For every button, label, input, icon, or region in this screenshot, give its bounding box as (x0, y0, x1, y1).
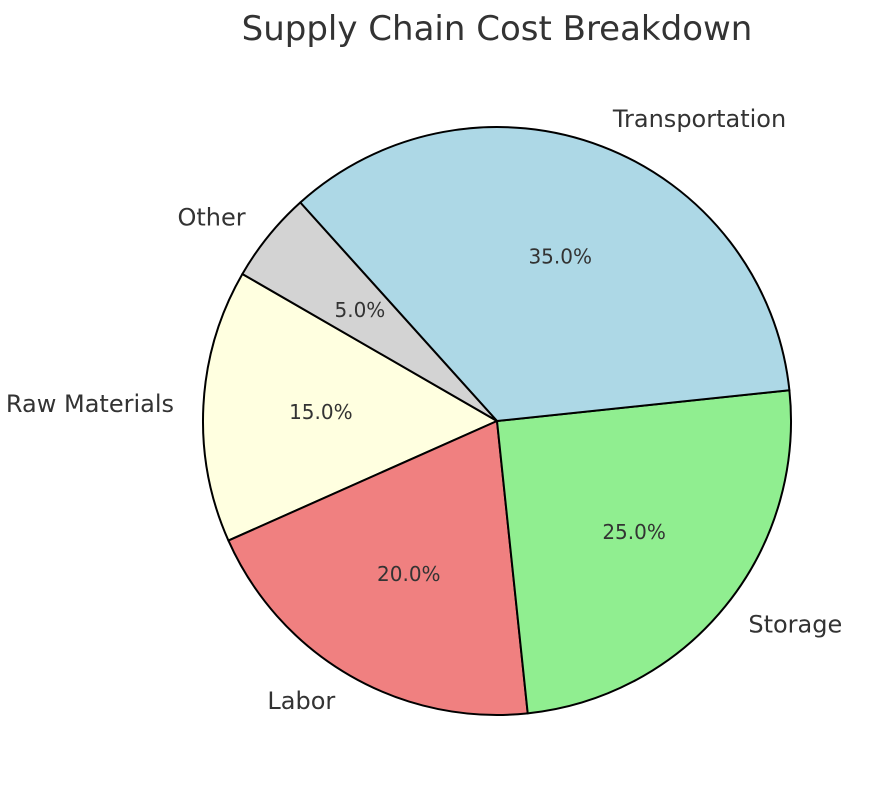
slice-percent-labor: 20.0% (377, 562, 441, 586)
slice-percent-other: 5.0% (335, 298, 386, 322)
pie-labels: Raw Materials 15.0% Labor 20.0% Storage 25.0%… (6, 105, 842, 715)
pie-slice-storage (496, 389, 792, 715)
slice-label-other: Other (178, 203, 246, 231)
pie-slice-transportation (299, 126, 791, 422)
slice-percent-storage: 25.0% (602, 520, 666, 544)
pie-slices (202, 126, 792, 716)
chart-title: Supply Chain Cost Breakdown (242, 9, 753, 49)
pie-slice-raw-materials (202, 273, 498, 542)
pie-slice-labor (227, 420, 529, 716)
pie-slice-other (241, 201, 498, 422)
slice-label-storage: Storage (748, 611, 842, 639)
slice-label-labor: Labor (267, 687, 335, 715)
slice-percent-transportation: 35.0% (528, 244, 592, 268)
slice-label-transportation: Transportation (612, 105, 786, 133)
slice-percent-raw-materials: 15.0% (289, 400, 353, 424)
slice-label-raw-materials: Raw Materials (6, 390, 174, 418)
